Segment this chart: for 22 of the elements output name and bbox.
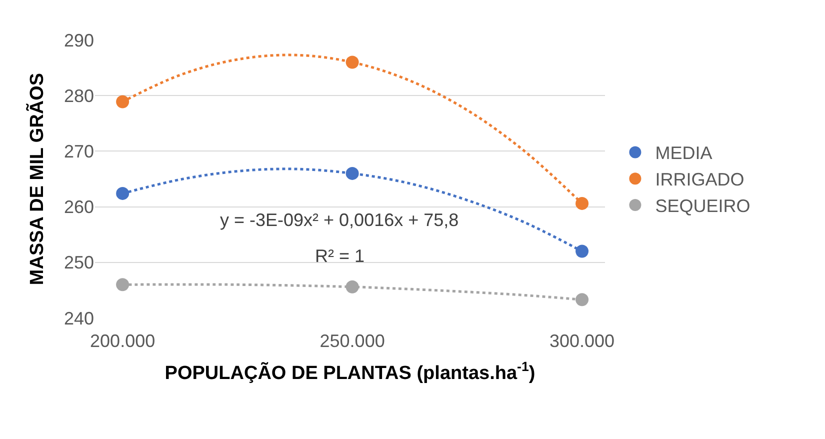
y-axis-title: MASSA DE MIL GRÃOS [26, 72, 48, 286]
legend-label: IRRIGADO [655, 170, 744, 190]
annotation: R² = 1 [315, 246, 365, 266]
y-tick-label: 240 [64, 308, 94, 328]
y-tick-label: 280 [64, 86, 94, 106]
y-tick-label: 270 [64, 142, 94, 162]
point [116, 186, 130, 200]
y-tick-label: 250 [64, 252, 94, 273]
annotation: y = -3E-09x² + 0,0016x + 75,8 [220, 210, 459, 230]
legend-label: MEDIA [655, 143, 712, 164]
y-tick-label: 290 [64, 30, 94, 50]
x-tick-label: 250.000 [320, 331, 385, 351]
point [116, 278, 130, 292]
legend-label: SEQUEIRO [655, 196, 750, 216]
x-axis-title: POPULAÇÃO DE PLANTAS (plantas.ha$^{-1}$) [164, 358, 536, 384]
x-tick-label: 200.000 [90, 331, 156, 351]
point [116, 95, 130, 108]
point [576, 244, 589, 258]
point [576, 196, 589, 210]
point [576, 293, 589, 306]
y-tick-label: 260 [64, 197, 94, 218]
x-tick-label: 300.000 [549, 331, 615, 351]
